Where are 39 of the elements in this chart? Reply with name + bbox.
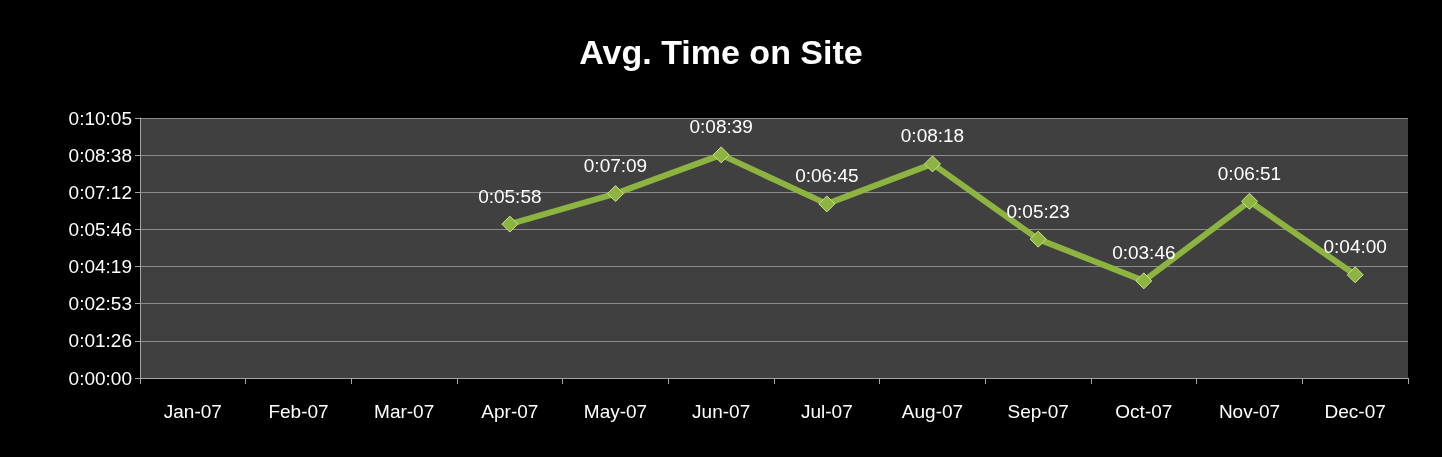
y-tick-label: 0:07:12: [68, 181, 132, 203]
point: [1135, 272, 1153, 290]
point: [1241, 192, 1258, 210]
data-label: 0:05:23: [1006, 200, 1070, 222]
data-label: 0:04:00: [1323, 236, 1387, 258]
x-tick-label: Apr-07: [481, 401, 539, 422]
x-tick-label: Dec-07: [1324, 401, 1386, 422]
point: [712, 146, 730, 164]
x-tick-label: May-07: [583, 401, 648, 422]
chart-title: Avg. Time on Site: [579, 33, 863, 71]
y-tick-label: 0:10:05: [68, 107, 132, 129]
data-label: 0:07:09: [583, 155, 648, 177]
x-tick-label: Feb-07: [268, 401, 329, 422]
x-tick-label: Oct-07: [1115, 401, 1173, 422]
data-label: 0:06:51: [1217, 162, 1282, 184]
y-tick-label: 0:05:46: [68, 218, 132, 240]
x-tick-label: Aug-07: [901, 401, 964, 422]
data-label: 0:08:18: [900, 125, 965, 147]
y-tick-label: 0:01:26: [68, 330, 132, 352]
point: [1029, 230, 1047, 248]
data-label: 0:06:45: [795, 165, 859, 187]
data-label: 0:05:58: [478, 185, 542, 207]
x-tick-label: Mar-07: [374, 401, 435, 422]
x-tick-label: Nov-07: [1218, 401, 1281, 422]
point: [501, 215, 519, 233]
y-tick-label: 0:04:19: [68, 256, 132, 278]
data-label: 0:03:46: [1112, 242, 1176, 264]
y-tick-label: 0:02:53: [68, 293, 132, 315]
point: [607, 185, 624, 203]
point: [818, 195, 836, 213]
y-tick-label: 0:08:38: [68, 144, 132, 166]
x-tick-label: Jan-07: [163, 401, 222, 422]
point: [924, 155, 941, 173]
x-tick-label: Jul-07: [800, 401, 853, 422]
y-tick-label: 0:00:00: [68, 367, 132, 389]
data-label: 0:08:39: [689, 116, 753, 138]
x-tick-label: Sep-07: [1007, 401, 1069, 422]
x-tick-label: Jun-07: [692, 401, 751, 422]
point: [1346, 266, 1364, 284]
